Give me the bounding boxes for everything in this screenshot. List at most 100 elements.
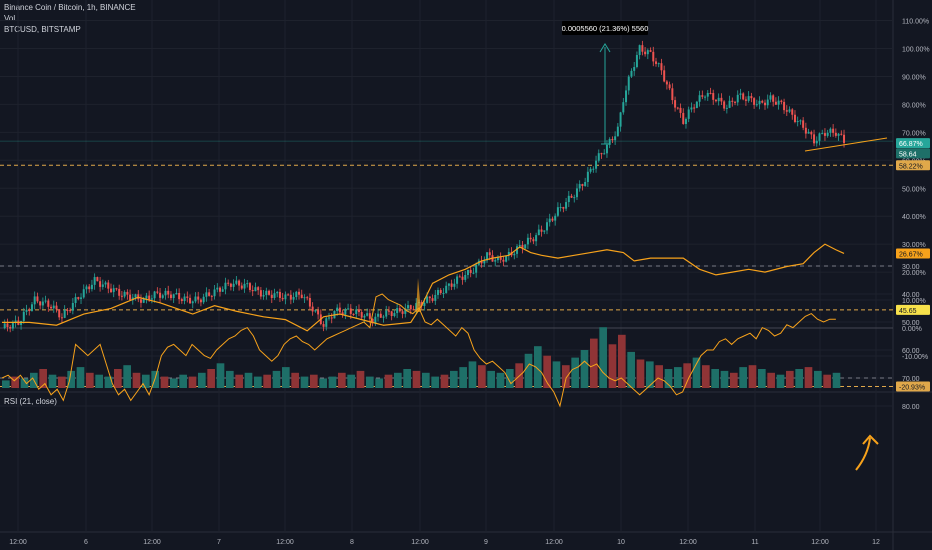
- candle-body: [589, 168, 592, 172]
- rsi-legend[interactable]: RSI (21, close): [4, 396, 57, 407]
- candle-body: [611, 139, 614, 141]
- volume-bar: [58, 376, 66, 388]
- candle-body: [199, 299, 202, 303]
- volume-bar: [328, 376, 337, 388]
- candle-body: [687, 109, 690, 119]
- candle-body: [240, 285, 243, 289]
- candle-body: [529, 237, 532, 240]
- candle-body: [202, 296, 205, 303]
- candle-body: [93, 277, 96, 285]
- volume-bar: [170, 378, 178, 388]
- volume-bar: [795, 369, 803, 388]
- last-price-badge: 66.87%: [899, 141, 923, 148]
- candle-body: [186, 296, 189, 298]
- measure-label-box: [562, 21, 648, 35]
- candle-body: [581, 184, 584, 187]
- volume-bar: [450, 370, 458, 388]
- volume-bar: [319, 378, 327, 388]
- candle-body: [352, 313, 355, 315]
- volume-level-badge-bg: [896, 381, 930, 392]
- candle-body: [50, 306, 53, 309]
- candle-body: [118, 288, 121, 296]
- candle-body: [382, 316, 385, 318]
- candle-body: [194, 296, 197, 302]
- candle-body: [357, 309, 360, 313]
- candle-body: [736, 94, 739, 103]
- candle-body: [60, 317, 63, 319]
- price-axis-label: 90.00%: [902, 74, 926, 81]
- candle-body: [723, 101, 726, 109]
- candle-body: [153, 291, 156, 299]
- volume-bar: [636, 359, 645, 388]
- candle-body: [243, 283, 246, 289]
- candle-body: [783, 101, 786, 111]
- rsi-title: RSI (21, close): [4, 397, 57, 406]
- candle-body: [475, 264, 478, 273]
- candle-body: [295, 291, 298, 297]
- candle-body: [328, 317, 330, 319]
- candle-body: [265, 290, 268, 296]
- candle-body: [799, 120, 802, 122]
- candle-body: [483, 260, 486, 264]
- candle-body: [126, 291, 129, 295]
- volume-bar: [767, 372, 775, 388]
- volume-bar: [730, 372, 738, 388]
- candle-body: [115, 288, 118, 290]
- candle-body: [496, 257, 499, 261]
- candle-body: [619, 112, 622, 127]
- candle-body: [614, 136, 617, 141]
- candle-body: [71, 302, 74, 311]
- candle-body: [556, 207, 559, 216]
- candle-body: [341, 312, 344, 315]
- symbol-legend[interactable]: Binance Coin / Bitcoin, 1h, BINANCE Vol …: [4, 2, 136, 35]
- candle-body: [807, 131, 810, 134]
- candle-body: [663, 70, 666, 82]
- price-axis-label: 20.00%: [902, 270, 926, 277]
- candle-body: [349, 308, 352, 314]
- support-level-badge-bg: [896, 160, 930, 171]
- candle-body: [502, 259, 505, 262]
- rsi-current-badge: 45.65: [899, 308, 917, 315]
- price-axis-label: 0.00%: [902, 326, 922, 333]
- compare-last-badge: 26.67%: [899, 251, 923, 258]
- candle-body: [129, 294, 132, 301]
- candle-body: [652, 51, 655, 62]
- candle-body: [488, 252, 491, 256]
- btcusd-compare-line: [2, 243, 845, 332]
- candle-body: [788, 109, 791, 112]
- volume-bar: [608, 344, 617, 388]
- volume-bar: [394, 372, 402, 388]
- volume-bar: [562, 365, 570, 388]
- candle-body: [818, 133, 821, 141]
- candle-body: [374, 316, 377, 324]
- time-axis-label: 9: [484, 539, 488, 546]
- volume-bar: [39, 369, 47, 388]
- candle-body: [178, 292, 181, 300]
- candle-body: [66, 309, 69, 311]
- candle-body: [507, 252, 510, 256]
- candle-body: [426, 296, 429, 303]
- candle-body: [701, 95, 704, 97]
- price-axis-label: 40.00%: [902, 214, 926, 221]
- candle-body: [415, 303, 418, 310]
- candle-body: [516, 246, 519, 254]
- volume-bar: [198, 372, 206, 388]
- candle-body: [461, 276, 464, 280]
- candle-body: [592, 168, 595, 170]
- candle-body: [826, 132, 829, 136]
- volume-bar: [132, 372, 141, 388]
- candle-body: [90, 284, 93, 290]
- candle-body: [330, 317, 333, 319]
- candle-body: [208, 292, 211, 296]
- candle-body: [164, 290, 167, 296]
- candle-body: [401, 311, 404, 314]
- candle-body: [772, 95, 775, 102]
- price-axis-label: 100.00%: [902, 47, 930, 54]
- candle-body: [834, 132, 837, 136]
- volume-bar: [356, 370, 365, 388]
- candle-body: [303, 297, 306, 299]
- volume-bar: [384, 374, 393, 388]
- rsi-axis-label: 60.00: [902, 348, 920, 355]
- candle-body: [420, 302, 423, 306]
